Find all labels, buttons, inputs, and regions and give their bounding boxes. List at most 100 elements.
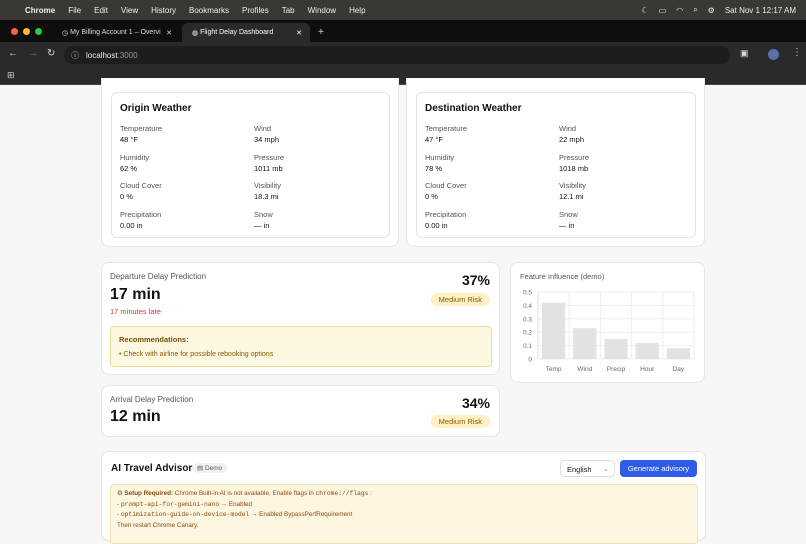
x-tick-label: Day: [673, 366, 685, 373]
y-tick-label: 0.2: [523, 330, 532, 337]
weather-value: 47 °F: [425, 135, 444, 144]
new-tab-button[interactable]: +: [318, 27, 324, 38]
feature-influence-chart: 0 0.1 0.2 0.3 0.4 0.5 Temp Wind Precip Hour Day: [523, 290, 695, 373]
wifi-icon[interactable]: ◠: [676, 5, 684, 15]
menu-app[interactable]: Chrome: [25, 5, 56, 15]
url-host: localhost: [86, 50, 118, 60]
menu-window[interactable]: Window: [307, 5, 337, 15]
origin-weather-panel: Origin Weather Temperature 48 °F Wind 34 mph…: [111, 92, 390, 238]
setup-label: Setup Required:: [124, 490, 174, 497]
flag2-name: optimization-guide-on-device-model: [120, 511, 250, 518]
weather-label: Humidity: [120, 152, 150, 162]
menu-file[interactable]: File: [68, 5, 82, 15]
menu-edit[interactable]: Edit: [94, 5, 108, 15]
y-tick-label: 0: [528, 357, 532, 364]
close-window-button[interactable]: [11, 28, 18, 35]
menu-help[interactable]: Help: [349, 5, 366, 15]
menu-tab[interactable]: Tab: [281, 5, 295, 15]
advisor-title: AI Travel Advisor: [111, 463, 193, 474]
menubar: Chrome File Edit View History Bookmarks …: [0, 0, 806, 20]
weather-value: 78 %: [425, 163, 443, 173]
close-tab-icon[interactable]: ✕: [166, 29, 172, 37]
site-info-icon[interactable]: ⓘ: [71, 50, 79, 60]
weather-value: 18.3 mi: [254, 192, 279, 201]
chevron-down-icon: ⌄: [602, 464, 609, 473]
departure-risk-badge: Medium Risk: [430, 293, 490, 306]
weather-value: — in: [254, 220, 270, 230]
departure-delay: 17 min: [110, 286, 161, 303]
y-tick-label: 0.4: [523, 303, 532, 310]
weather-value: 0.00 in: [425, 220, 448, 230]
tab-bar: ◷ My Billing Account 1 – Overvi ✕ ◍ Fligh…: [0, 20, 806, 42]
ai-advisor-card: AI Travel Advisor ▤ Demo English ⌄ Genera…: [101, 451, 706, 544]
destination-weather-card: Destination Weather Temperature 47 °F Wind 2…: [406, 78, 705, 247]
weather-value: 0.00 in: [120, 220, 143, 230]
departure-late-text: 17 minutes late: [110, 307, 161, 316]
weather-value: — in: [559, 220, 575, 230]
language-value: English: [567, 465, 592, 474]
menu-history[interactable]: History: [151, 5, 177, 15]
tab-title: Flight Delay Dashboard: [200, 29, 274, 36]
url-port: :3000: [117, 50, 138, 60]
weather-label: Wind: [254, 124, 272, 133]
avatar[interactable]: [768, 49, 779, 60]
weather-label: Visibility: [254, 181, 281, 190]
apps-grid-icon[interactable]: ⊞: [7, 70, 15, 80]
reload-icon[interactable]: ↻: [47, 48, 56, 59]
maximize-window-button[interactable]: [35, 28, 42, 35]
address-bar[interactable]: ⓘ localhost:3000: [64, 46, 730, 64]
y-tick-label: 0.3: [523, 316, 532, 323]
bar-temp: [542, 302, 566, 359]
clock[interactable]: Sat Nov 1 12:17 AM: [724, 5, 796, 15]
status-area: ☾ ▭ ◠ ⌕ ⚙ Sat Nov 1 12:17 AM: [641, 0, 796, 20]
bar-day: [666, 348, 690, 359]
destination-weather-panel: Destination Weather Temperature 47 °F Wind 2…: [416, 92, 696, 238]
restart-text: Then restart Chrome Canary.: [117, 521, 199, 529]
menu-profiles[interactable]: Profiles: [242, 5, 269, 15]
battery-icon[interactable]: ▭: [658, 5, 667, 15]
weather-label: Humidity: [425, 152, 455, 162]
generate-advisory-button[interactable]: Generate advisory: [620, 460, 697, 477]
weather-label: Temperature: [120, 124, 163, 133]
search-icon[interactable]: ⌕: [693, 5, 698, 14]
flag1-value: → Enabled: [219, 500, 253, 508]
weather-value: 48 °F: [120, 135, 139, 144]
tab-title: My Billing Account 1 – Overvi: [70, 29, 161, 36]
sidepanel-icon[interactable]: ▣: [740, 48, 749, 58]
weather-label: Cloud Cover: [120, 181, 162, 190]
arrival-delay: 12 min: [110, 408, 161, 425]
origin-title: Origin Weather: [120, 103, 192, 114]
tab-billing[interactable]: ◷ My Billing Account 1 – Overvi ✕: [52, 23, 180, 42]
menu-bookmarks[interactable]: Bookmarks: [189, 5, 230, 15]
menu-view[interactable]: View: [120, 5, 139, 15]
weather-value: 0 %: [425, 192, 438, 201]
weather-label: Temperature: [425, 124, 468, 133]
tab-flight-delay[interactable]: ◍ Flight Delay Dashboard ✕: [182, 23, 310, 42]
control-center-icon[interactable]: ⚙: [707, 5, 715, 15]
weather-value: 22 mph: [559, 135, 585, 144]
x-tick-label: Wind: [577, 366, 592, 373]
demo-badge: ▤ Demo: [192, 463, 228, 473]
bar-wind: [573, 328, 597, 359]
y-tick-label: 0.1: [523, 343, 532, 350]
more-menu-icon[interactable]: ⋮: [792, 47, 802, 58]
moon-icon[interactable]: ☾: [641, 5, 649, 15]
departure-title: Departure Delay Prediction: [110, 272, 207, 281]
language-select[interactable]: English ⌄: [560, 460, 615, 477]
weather-value: 1018 mb: [559, 163, 589, 173]
weather-label: Precipitation: [425, 209, 467, 219]
document-icon: ▤: [197, 465, 205, 472]
weather-value: 62 %: [120, 163, 138, 173]
bar-precip: [604, 338, 628, 359]
weather-label: Snow: [559, 209, 578, 219]
weather-value: 1011 mb: [254, 163, 283, 173]
back-icon[interactable]: ←: [8, 48, 18, 59]
x-tick-label: Temp: [546, 366, 562, 373]
flag2-value: → Enabled BypassPerfRequirement: [249, 511, 353, 518]
minimize-window-button[interactable]: [23, 28, 30, 35]
close-tab-icon[interactable]: ✕: [296, 29, 302, 37]
recommendations-box: Recommendations: • Check with airline fo…: [110, 326, 492, 367]
weather-label: Cloud Cover: [425, 181, 467, 190]
arrival-prediction-card: Arrival Delay Prediction 12 min 34% Medi…: [101, 385, 500, 437]
forward-icon[interactable]: →: [28, 48, 38, 59]
